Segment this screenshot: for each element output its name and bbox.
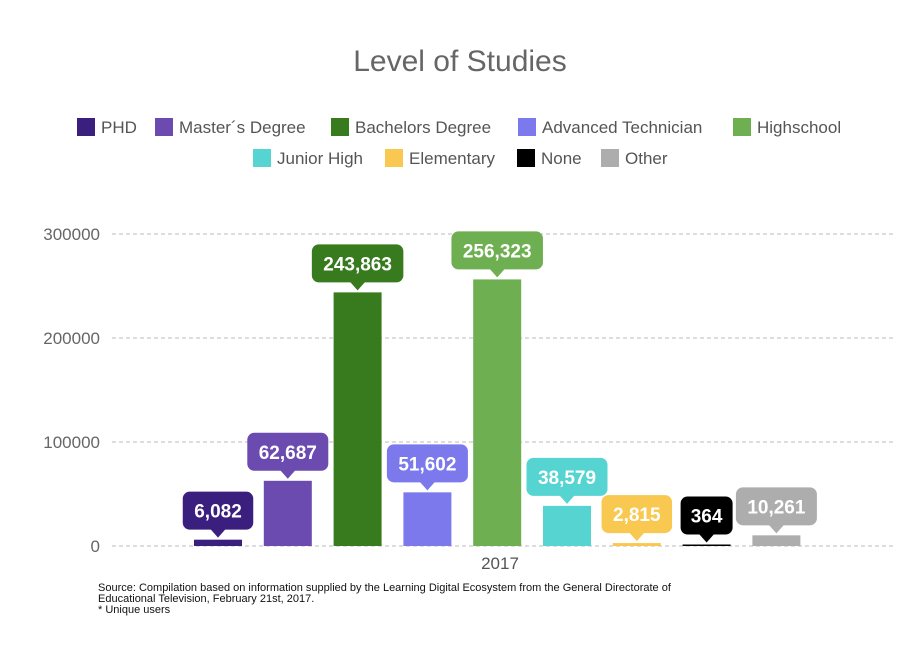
label-bubble — [680, 496, 733, 535]
label-bubble — [247, 432, 329, 471]
legend-label: PHD — [101, 118, 137, 137]
label-bubble — [735, 487, 817, 526]
legend-item-phd[interactable]: PHD — [77, 118, 137, 137]
data-label-text: 364 — [691, 507, 723, 528]
legend-swatch — [517, 149, 535, 167]
legend-swatch — [518, 118, 536, 136]
bar-bachelors-degree — [333, 292, 382, 546]
bar-master-s-degree — [263, 480, 312, 546]
label-pointer — [489, 268, 506, 278]
bar-phd — [194, 539, 242, 546]
legend-item-bachelors-degree[interactable]: Bachelors Degree — [331, 118, 491, 137]
legend-label: Highschool — [757, 118, 841, 137]
bars — [194, 279, 801, 546]
data-label-text: 243,863 — [323, 254, 392, 275]
legend-label: None — [541, 149, 582, 168]
y-tick-label: 200000 — [43, 329, 100, 348]
source-line-2: Educational Television, February 21st, 2… — [98, 593, 315, 605]
legend-item-elementary[interactable]: Elementary — [385, 149, 495, 168]
data-label-none: 364 — [680, 496, 733, 543]
legend-label: Advanced Technician — [542, 118, 702, 137]
legend-item-none[interactable]: None — [517, 149, 582, 168]
data-label-highschool: 256,323 — [451, 231, 543, 278]
data-label-advanced-technician: 51,602 — [386, 444, 468, 491]
y-axis: 0 100000 200000 300000 — [43, 225, 100, 556]
legend-swatch — [601, 149, 619, 167]
bar-junior-high — [543, 505, 591, 546]
legend-item-master-s-degree[interactable]: Master´s Degree — [155, 118, 306, 137]
label-bubble — [386, 444, 468, 483]
y-tick-label: 300000 — [43, 225, 100, 244]
y-tick-label: 0 — [91, 537, 100, 556]
legend-swatch — [733, 118, 751, 136]
legend-swatch — [385, 149, 403, 167]
legend-item-highschool[interactable]: Highschool — [733, 118, 841, 137]
label-bubble — [601, 495, 673, 534]
legend-item-other[interactable]: Other — [601, 149, 668, 168]
label-pointer — [210, 528, 226, 538]
unique-users-note: * Unique users — [98, 604, 171, 616]
label-pointer — [698, 533, 715, 543]
label-pointer — [419, 481, 436, 491]
bar-highschool — [473, 279, 522, 546]
label-pointer — [628, 532, 645, 542]
legend-label: Elementary — [409, 149, 495, 168]
chart-title: Level of Studies — [353, 45, 566, 78]
source-note: Source: Compilation based on information… — [98, 583, 778, 616]
legend-label: Junior High — [277, 149, 363, 168]
label-bubble — [182, 491, 254, 530]
data-label-phd: 6,082 — [182, 491, 254, 538]
data-label-text: 2,815 — [613, 505, 661, 526]
data-label-text: 62,687 — [259, 443, 317, 464]
data-labels: 6,082 62,687 243,863 51,602 256,323 38,579 2,8… — [182, 231, 817, 543]
label-bubble — [526, 457, 608, 496]
data-label-text: 10,261 — [747, 497, 806, 518]
bar-advanced-technician — [403, 492, 452, 546]
x-tick-label: 2017 — [481, 554, 519, 573]
legend-item-advanced-technician[interactable]: Advanced Technician — [518, 118, 702, 137]
legend-swatch — [253, 149, 271, 167]
data-label-text: 51,602 — [398, 454, 456, 475]
bar-other — [752, 535, 801, 546]
label-pointer — [279, 469, 296, 479]
legend-swatch — [155, 118, 173, 136]
data-label-elementary: 2,815 — [601, 495, 673, 542]
bar-elementary — [612, 543, 661, 546]
legend-label: Bachelors Degree — [355, 118, 491, 137]
data-label-text: 256,323 — [463, 241, 532, 262]
data-label-other: 10,261 — [735, 487, 817, 534]
label-pointer — [349, 281, 366, 291]
data-label-bachelors-degree: 243,863 — [311, 244, 404, 291]
label-pointer — [768, 524, 785, 534]
legend: PHD Master´s Degree Bachelors Degree Advanc… — [77, 118, 841, 168]
bar-none — [682, 544, 731, 546]
label-pointer — [559, 494, 575, 504]
legend-label: Other — [625, 149, 668, 168]
data-label-text: 6,082 — [194, 502, 242, 523]
label-bubble — [311, 244, 404, 283]
label-bubble — [451, 231, 543, 270]
legend-swatch — [331, 118, 349, 136]
legend-item-junior-high[interactable]: Junior High — [253, 149, 363, 168]
source-line-1: Source: Compilation based on information… — [98, 582, 671, 594]
data-label-junior-high: 38,579 — [526, 457, 608, 504]
y-tick-label: 100000 — [43, 433, 100, 452]
data-label-text: 38,579 — [538, 468, 596, 489]
legend-label: Master´s Degree — [179, 118, 306, 137]
data-label-master-s-degree: 62,687 — [247, 432, 329, 479]
legend-swatch — [77, 118, 95, 136]
